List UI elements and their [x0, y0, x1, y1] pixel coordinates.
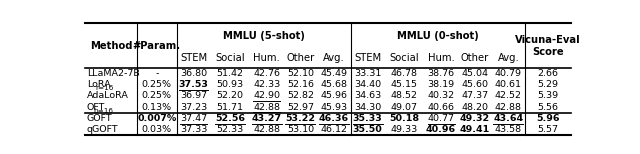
Text: 2.66: 2.66: [538, 69, 559, 78]
Text: 35.50: 35.50: [353, 125, 383, 134]
Text: Avg.: Avg.: [323, 53, 345, 63]
Text: 0.03%: 0.03%: [141, 125, 172, 134]
Text: 49.32: 49.32: [460, 114, 490, 123]
Text: 45.96: 45.96: [321, 91, 348, 100]
Text: 42.88: 42.88: [253, 125, 280, 134]
Text: 0.25%: 0.25%: [142, 91, 172, 100]
Text: Social: Social: [390, 53, 419, 63]
Text: 36.97: 36.97: [180, 91, 207, 100]
Text: b=16: b=16: [93, 108, 113, 114]
Text: 0.13%: 0.13%: [141, 103, 172, 111]
Text: 52.56: 52.56: [215, 114, 245, 123]
Text: 53.22: 53.22: [285, 114, 316, 123]
Text: 5.57: 5.57: [538, 125, 559, 134]
Text: OFT: OFT: [87, 103, 106, 111]
Text: 52.10: 52.10: [287, 69, 314, 78]
Text: 5.96: 5.96: [536, 114, 560, 123]
Text: 45.68: 45.68: [321, 80, 348, 89]
Text: 46.78: 46.78: [391, 69, 418, 78]
Text: 5.39: 5.39: [538, 91, 559, 100]
Text: GOFT: GOFT: [87, 114, 113, 123]
Text: 51.71: 51.71: [217, 103, 244, 111]
Text: 5.29: 5.29: [538, 80, 559, 89]
Text: 38.76: 38.76: [428, 69, 454, 78]
Text: 53.10: 53.10: [287, 125, 314, 134]
Text: 36.80: 36.80: [180, 69, 207, 78]
Text: 52.33: 52.33: [216, 125, 244, 134]
Text: 42.52: 42.52: [495, 91, 522, 100]
Text: -: -: [155, 69, 159, 78]
Text: MMLU (5-shot): MMLU (5-shot): [223, 31, 305, 41]
Text: Vicuna-Eval
Score: Vicuna-Eval Score: [515, 34, 581, 57]
Text: 52.16: 52.16: [287, 80, 314, 89]
Text: STEM: STEM: [354, 53, 381, 63]
Text: 52.97: 52.97: [287, 103, 314, 111]
Text: 40.66: 40.66: [428, 103, 454, 111]
Text: Other: Other: [461, 53, 489, 63]
Text: 40.32: 40.32: [428, 91, 454, 100]
Text: 37.33: 37.33: [180, 125, 207, 134]
Text: 45.15: 45.15: [391, 80, 418, 89]
Text: 34.40: 34.40: [354, 80, 381, 89]
Text: 40.77: 40.77: [428, 114, 454, 123]
Text: 42.33: 42.33: [253, 80, 280, 89]
Text: 42.88: 42.88: [495, 103, 522, 111]
Text: 46.12: 46.12: [321, 125, 348, 134]
Text: 46.36: 46.36: [319, 114, 349, 123]
Text: #Param.: #Param.: [132, 41, 181, 51]
Text: 49.33: 49.33: [391, 125, 418, 134]
Text: 48.20: 48.20: [461, 103, 488, 111]
Text: 48.52: 48.52: [391, 91, 418, 100]
Text: 34.63: 34.63: [354, 91, 381, 100]
Text: 40.96: 40.96: [426, 125, 456, 134]
Text: 0.25%: 0.25%: [142, 80, 172, 89]
Text: 49.41: 49.41: [460, 125, 490, 134]
Text: Hum.: Hum.: [428, 53, 454, 63]
Text: Social: Social: [216, 53, 245, 63]
Text: 35.33: 35.33: [353, 114, 383, 123]
Text: LLaMA2-7B: LLaMA2-7B: [87, 69, 140, 78]
Text: 47.37: 47.37: [461, 91, 488, 100]
Text: 5.56: 5.56: [538, 103, 559, 111]
Text: 45.04: 45.04: [461, 69, 488, 78]
Text: 0.007%: 0.007%: [137, 114, 177, 123]
Text: Avg.: Avg.: [497, 53, 519, 63]
Text: 37.23: 37.23: [180, 103, 207, 111]
Text: qGOFT: qGOFT: [87, 125, 118, 134]
Text: 51.42: 51.42: [217, 69, 244, 78]
Text: 50.18: 50.18: [389, 114, 419, 123]
Text: 40.79: 40.79: [495, 69, 522, 78]
Text: 37.47: 37.47: [180, 114, 207, 123]
Text: 43.64: 43.64: [493, 114, 524, 123]
Text: 45.49: 45.49: [321, 69, 348, 78]
Text: LoRA: LoRA: [87, 80, 111, 89]
Text: 50.93: 50.93: [216, 80, 244, 89]
Text: 42.76: 42.76: [253, 69, 280, 78]
Text: 42.88: 42.88: [253, 103, 280, 111]
Text: 37.53: 37.53: [179, 80, 209, 89]
Text: STEM: STEM: [180, 53, 207, 63]
Text: AdaLoRA: AdaLoRA: [87, 91, 129, 100]
Text: 45.60: 45.60: [461, 80, 488, 89]
Text: Other: Other: [286, 53, 315, 63]
Text: 42.90: 42.90: [253, 91, 280, 100]
Text: 34.30: 34.30: [354, 103, 381, 111]
Text: 43.27: 43.27: [252, 114, 282, 123]
Text: 43.58: 43.58: [495, 125, 522, 134]
Text: 33.31: 33.31: [354, 69, 381, 78]
Text: Method: Method: [90, 41, 132, 51]
Text: 52.20: 52.20: [217, 91, 244, 100]
Text: 49.07: 49.07: [391, 103, 418, 111]
Text: 40.61: 40.61: [495, 80, 522, 89]
Text: Hum.: Hum.: [253, 53, 280, 63]
Text: 45.93: 45.93: [321, 103, 348, 111]
Text: r=16: r=16: [95, 85, 114, 91]
Text: MMLU (0-shot): MMLU (0-shot): [397, 31, 479, 41]
Text: 38.19: 38.19: [428, 80, 454, 89]
Text: 52.82: 52.82: [287, 91, 314, 100]
